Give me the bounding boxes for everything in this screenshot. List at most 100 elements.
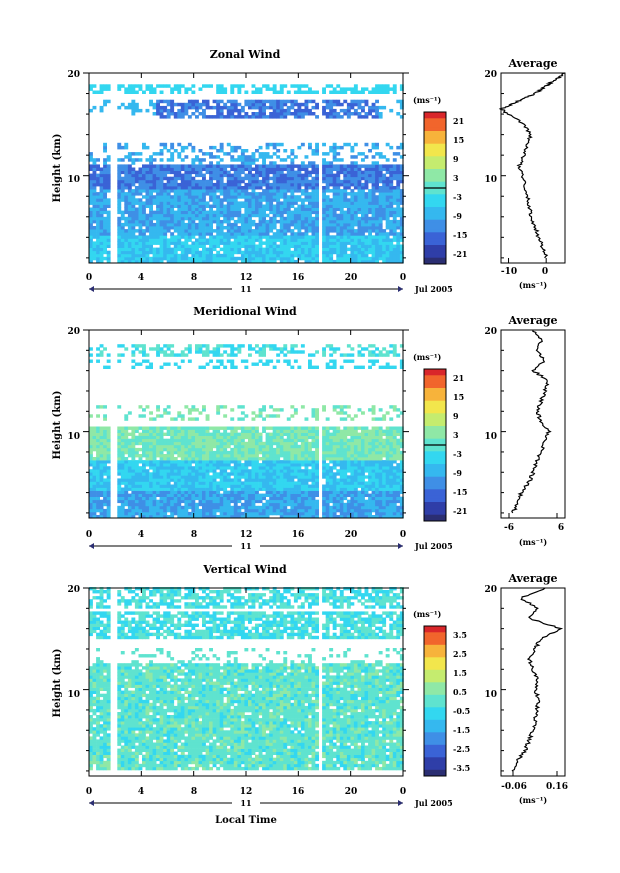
heat-cell bbox=[258, 210, 263, 215]
heat-cell bbox=[240, 176, 245, 181]
heat-cell bbox=[159, 149, 164, 153]
heat-cell bbox=[248, 447, 252, 452]
heat-cell bbox=[216, 232, 221, 236]
heat-cell bbox=[99, 90, 104, 94]
heat-cell bbox=[124, 222, 129, 227]
heat-cell bbox=[96, 219, 100, 224]
heat-cell bbox=[205, 170, 210, 175]
heat-cell bbox=[209, 447, 213, 452]
heat-cell bbox=[269, 505, 274, 510]
heat-cell bbox=[262, 192, 266, 196]
heat-cell bbox=[184, 463, 189, 467]
heat-cell bbox=[138, 496, 143, 501]
heat-cell bbox=[315, 186, 319, 190]
heat-cell bbox=[361, 182, 365, 187]
heat-cell bbox=[350, 204, 355, 208]
heat-cell bbox=[180, 235, 185, 239]
heat-cell bbox=[138, 219, 143, 224]
heat-cell bbox=[240, 219, 245, 224]
heat-cell bbox=[180, 179, 185, 184]
heat-cell bbox=[149, 499, 153, 504]
heat-cell bbox=[159, 241, 164, 245]
heat-cell bbox=[248, 226, 252, 230]
heat-cell bbox=[191, 460, 196, 464]
heat-cell bbox=[343, 232, 348, 236]
heat-cell bbox=[399, 102, 404, 107]
heat-cell bbox=[134, 170, 139, 175]
heat-cell bbox=[163, 176, 168, 181]
heat-cell bbox=[255, 250, 259, 255]
heat-cell bbox=[92, 241, 97, 245]
heat-cell bbox=[124, 207, 129, 211]
heat-cell bbox=[375, 219, 379, 224]
heat-cell bbox=[262, 426, 266, 430]
heat-cell bbox=[237, 229, 242, 233]
heat-cell bbox=[92, 466, 97, 470]
heat-cell bbox=[124, 235, 129, 239]
heat-cell bbox=[226, 164, 231, 168]
heat-cell bbox=[205, 105, 210, 110]
heat-cell bbox=[177, 463, 182, 467]
heat-cell bbox=[283, 229, 288, 233]
heat-cell bbox=[237, 201, 242, 205]
heat-cell bbox=[170, 450, 175, 455]
heat-cell bbox=[180, 435, 185, 440]
heat-cell bbox=[272, 232, 277, 236]
heat-cell bbox=[357, 226, 362, 230]
heat-cell bbox=[99, 256, 104, 261]
heat-cell bbox=[187, 347, 192, 351]
heat-cell bbox=[163, 454, 168, 458]
heat-cell bbox=[106, 447, 111, 452]
heat-cell bbox=[276, 167, 281, 171]
heat-cell bbox=[265, 204, 270, 208]
heat-cell bbox=[124, 247, 129, 252]
heat-cell bbox=[216, 244, 221, 248]
heat-cell bbox=[202, 469, 206, 473]
heat-cell bbox=[258, 496, 263, 501]
heat-cell bbox=[142, 481, 146, 485]
heat-cell bbox=[315, 259, 319, 264]
heat-cell bbox=[396, 250, 401, 255]
heat-cell bbox=[180, 457, 185, 461]
heat-cell bbox=[364, 198, 369, 202]
heat-cell bbox=[258, 408, 263, 412]
heat-cell bbox=[240, 229, 245, 233]
heat-cell bbox=[378, 198, 383, 202]
heat-cell bbox=[120, 229, 125, 233]
heat-cell bbox=[205, 186, 210, 190]
heat-cell bbox=[237, 405, 242, 409]
heat-cell bbox=[262, 198, 266, 202]
heat-cell bbox=[226, 235, 231, 239]
heat-cell bbox=[343, 256, 348, 261]
heat-cell bbox=[212, 167, 217, 171]
heat-cell bbox=[283, 149, 288, 153]
heat-cell bbox=[131, 182, 136, 187]
heat-cell bbox=[290, 210, 295, 215]
heat-cell bbox=[152, 201, 157, 205]
heat-cell bbox=[382, 259, 387, 264]
heat-cell bbox=[212, 244, 217, 248]
heat-cell bbox=[368, 256, 372, 261]
heat-cell bbox=[223, 232, 228, 236]
heat-cell bbox=[166, 226, 171, 230]
heat-cell bbox=[230, 241, 235, 245]
heat-cell bbox=[396, 226, 401, 230]
heat-cell bbox=[205, 450, 210, 455]
heat-cell bbox=[195, 417, 199, 421]
heat-cell bbox=[389, 238, 394, 242]
heat-cell bbox=[346, 179, 351, 184]
heat-cell bbox=[195, 490, 199, 494]
heat-cell bbox=[230, 408, 235, 412]
heat-cell bbox=[212, 460, 217, 464]
heat-cell bbox=[290, 161, 295, 165]
heat-cell bbox=[219, 508, 224, 513]
heat-cell bbox=[187, 99, 192, 104]
heat-cell bbox=[180, 508, 185, 513]
heat-cell bbox=[99, 493, 104, 497]
heat-cell bbox=[124, 508, 129, 513]
heat-cell bbox=[226, 173, 231, 178]
heat-cell bbox=[251, 490, 256, 494]
heat-cell bbox=[223, 478, 228, 482]
heat-cell bbox=[142, 244, 146, 248]
heat-cell bbox=[159, 152, 164, 156]
